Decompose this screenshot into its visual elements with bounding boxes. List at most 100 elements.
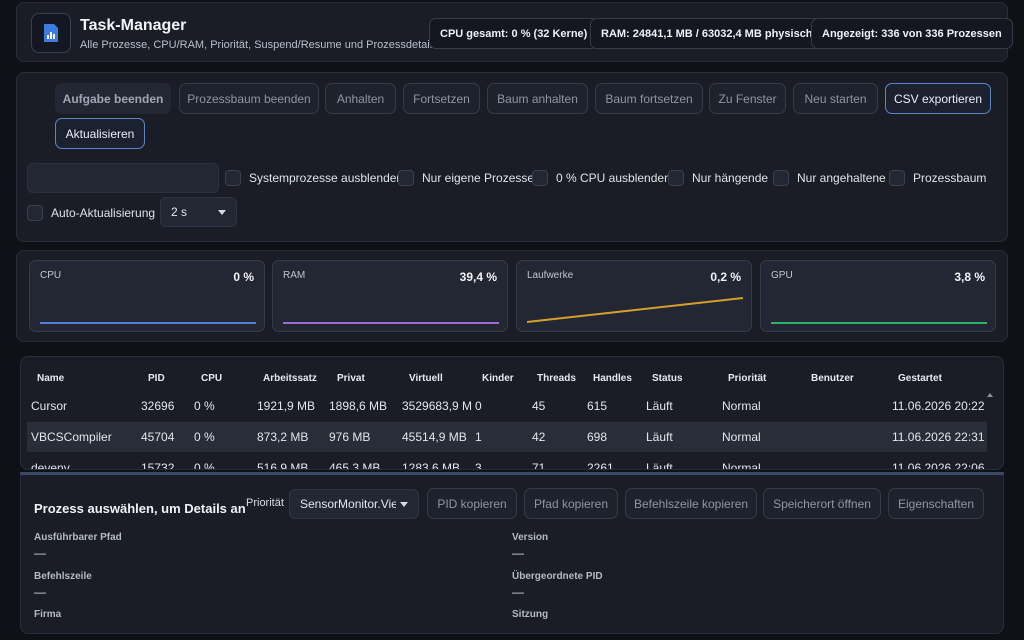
cell-threads: 45 [532,399,546,413]
cell-cpu: 0 % [194,399,215,413]
column-header-priority[interactable]: Priorität [728,373,767,384]
column-header-started[interactable]: Gestartet [898,373,942,384]
column-header-pid[interactable]: PID [148,373,165,384]
open-location-button[interactable]: Speicherort öffnen [763,488,881,519]
metric-label: GPU [771,270,793,281]
refresh-interval-value: 2 s [171,205,188,219]
checkbox-box[interactable] [889,170,905,186]
end-tree-button[interactable]: Prozessbaum beenden [179,83,319,114]
cell-started: 11.06.2026 20:22 [892,399,985,413]
checkbox-box[interactable] [773,170,789,186]
metric-label: CPU [40,270,62,281]
column-header-name[interactable]: Name [37,373,65,384]
app-subtitle: Alle Prozesse, CPU/RAM, Priorität, Suspe… [80,39,438,51]
auto-refresh-checkbox[interactable]: Auto-Aktualisierung [27,205,155,221]
cell-working-set: 873,2 MB [257,430,309,444]
column-header-handles[interactable]: Handles [593,373,632,384]
suspend-tree-button[interactable]: Baum anhalten [487,83,588,114]
suspended-only-checkbox[interactable]: Nur angehaltene [773,170,886,186]
copy-path-button[interactable]: Pfad kopieren [524,488,618,519]
app-title: Task-Manager [80,17,187,34]
table-row[interactable]: devenv 15732 0 % 516,9 MB 465,3 MB 1283,… [27,453,987,470]
checkbox-box[interactable] [668,170,684,186]
cell-virtual: 3529683,9 MB [402,399,472,413]
suspended-only-label: Nur angehaltene [797,171,886,185]
end-task-button[interactable]: Aufgabe beenden [55,83,171,114]
hide-system-checkbox[interactable]: Systemprozesse ausblenden [225,170,403,186]
column-header-virtual[interactable]: Virtuell [409,373,443,384]
priority-select[interactable]: SensorMonitor.View [289,489,419,519]
metric-value: 39,4 % [459,270,497,284]
checkbox-box[interactable] [532,170,548,186]
header-bar: Task-Manager Alle Prozesse, CPU/RAM, Pri… [16,2,1013,62]
chevron-down-icon [218,209,226,215]
column-header-private[interactable]: Privat [337,373,365,384]
checkbox-box[interactable] [398,170,414,186]
table-row[interactable]: Cursor 32696 0 % 1921,9 MB 1898,6 MB 352… [27,391,987,421]
cell-priority: Normal [722,430,761,444]
process-count-badge: Angezeigt: 336 von 336 Prozessen [811,18,1013,49]
restart-button[interactable]: Neu starten [793,83,878,114]
chevron-down-icon [400,501,408,507]
details-title: Prozess auswählen, um Details anzuzeigen [34,501,246,516]
metric-card-cpu: CPU 0 % [29,260,265,332]
company-label: Firma [34,609,62,620]
gpu-sparkline [771,322,987,324]
cell-pid: 32696 [141,399,175,413]
table-row[interactable]: VBCSCompiler 45704 0 % 873,2 MB 976 MB 4… [27,422,987,452]
column-header-user[interactable]: Benutzer [811,373,854,384]
suspend-button[interactable]: Anhalten [325,83,396,114]
metric-value: 0 % [233,270,254,284]
metric-card-gpu: GPU 3,8 % [760,260,996,332]
exe-path-value: — [34,546,46,560]
auto-refresh-label: Auto-Aktualisierung [51,206,156,220]
metric-label: Laufwerke [527,270,574,281]
cpu-total-badge: CPU gesamt: 0 % (32 Kerne) [429,18,599,49]
cell-pid: 45704 [141,430,175,444]
column-header-children[interactable]: Kinder [482,373,514,384]
parent-pid-label: Übergeordnete PID [512,571,603,582]
column-header-working-set[interactable]: Arbeitssatz [263,373,317,384]
cmdline-value: — [34,585,46,599]
column-header-cpu[interactable]: CPU [201,373,223,384]
cell-status: Läuft [646,430,673,444]
hide-zero-cpu-checkbox[interactable]: 0 % CPU ausblenden [532,170,671,186]
ram-badge: RAM: 24841,1 MB / 63032,4 MB physisch [590,18,824,49]
column-header-threads[interactable]: Threads [537,373,576,384]
process-table: Name PID CPU Arbeitssatz Privat Virtuell… [20,356,1004,470]
drives-graph-line [526,297,744,323]
version-value: — [512,546,524,560]
export-csv-button[interactable]: CSV exportieren [885,83,991,114]
metrics-panel: CPU 0 % RAM 39,4 % Laufwerke 0,2 % GPU 3… [16,250,1008,342]
copy-cmdline-button[interactable]: Befehlszeile kopieren [625,488,757,519]
properties-button[interactable]: Eigenschaften [888,488,984,519]
refresh-interval-select[interactable]: 2 s [160,197,237,227]
own-only-label: Nur eigene Prozesse [422,171,535,185]
resume-tree-button[interactable]: Baum fortsetzen [595,83,703,114]
cell-working-set: 516,9 MB [257,461,309,470]
to-window-button[interactable]: Zu Fenster [709,83,786,114]
cmdline-label: Befehlszeile [34,571,92,582]
session-label: Sitzung [512,609,549,620]
resume-button[interactable]: Fortsetzen [403,83,480,114]
process-tree-checkbox[interactable]: Prozessbaum [889,170,986,186]
cell-private: 465,3 MB [329,461,381,470]
parent-pid-value: — [512,585,524,599]
copy-pid-button[interactable]: PID kopieren [427,488,517,519]
refresh-button[interactable]: Aktualisieren [55,118,145,149]
cell-working-set: 1921,9 MB [257,399,316,413]
hide-system-label: Systemprozesse ausblenden [249,171,404,185]
cell-threads: 42 [532,430,546,444]
cell-priority: Normal [722,399,761,413]
cell-private: 976 MB [329,430,371,444]
hanging-only-checkbox[interactable]: Nur hängende [668,170,768,186]
column-header-status[interactable]: Status [652,373,683,384]
task-manager-chart-icon [31,13,71,53]
metric-label: RAM [283,270,306,281]
own-only-checkbox[interactable]: Nur eigene Prozesse [398,170,534,186]
checkbox-box[interactable] [27,205,43,221]
scroll-up-icon[interactable] [987,393,993,397]
checkbox-box[interactable] [225,170,241,186]
hide-zero-cpu-label: 0 % CPU ausblenden [556,171,671,185]
search-input[interactable] [27,163,219,193]
